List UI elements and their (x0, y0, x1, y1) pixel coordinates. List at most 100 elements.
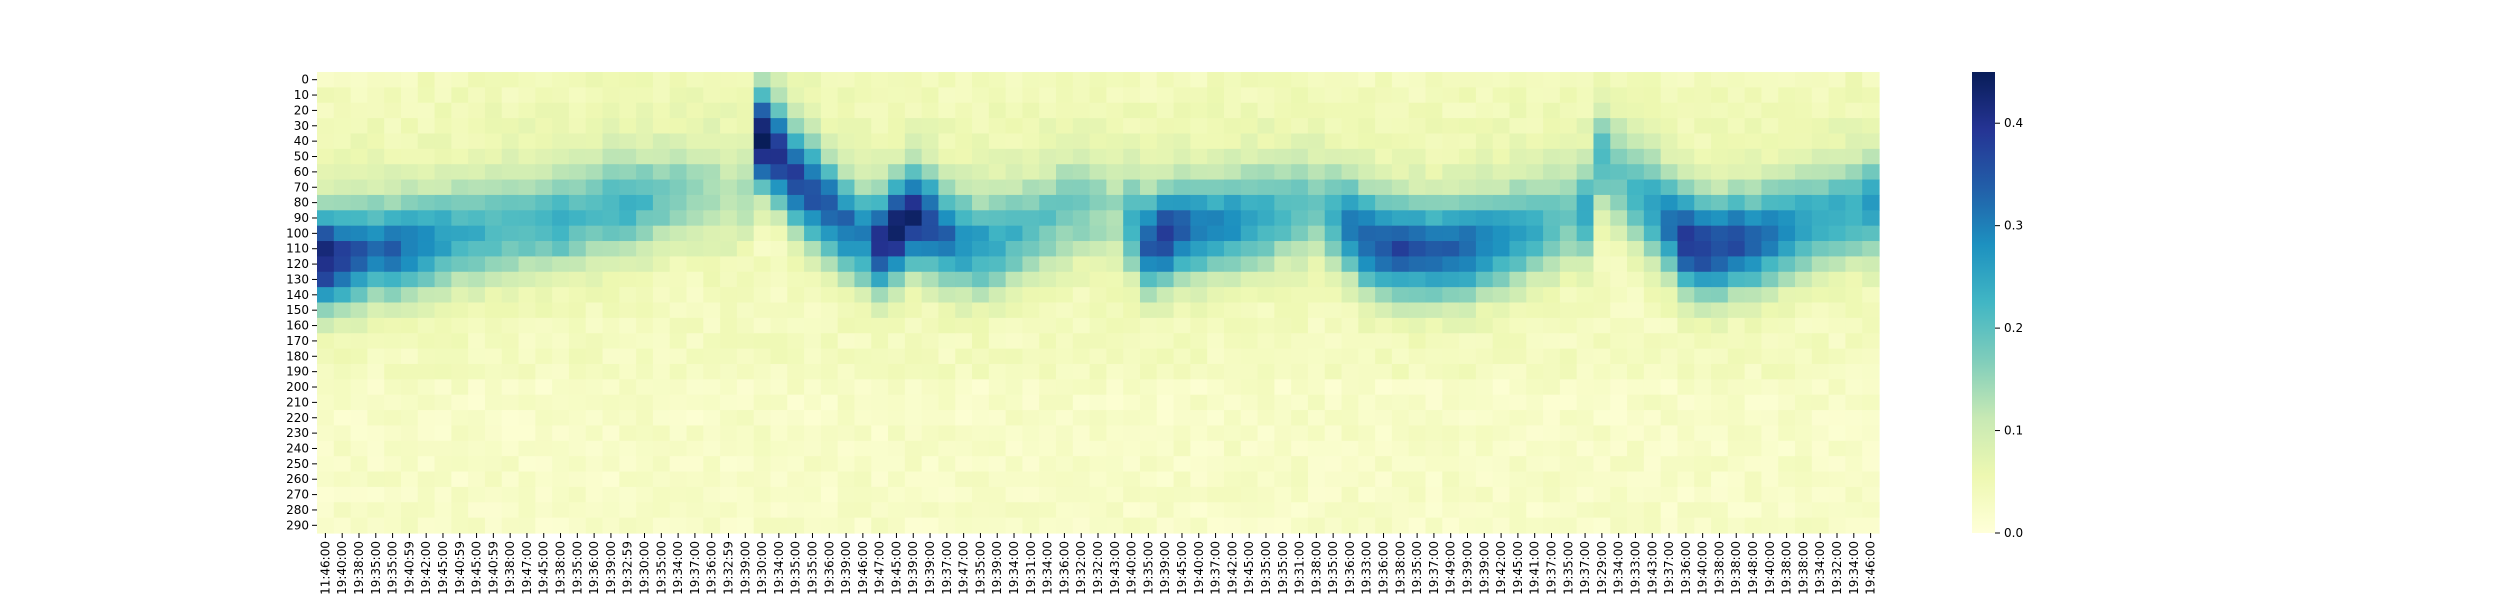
heatmap-cell (669, 517, 688, 534)
heatmap-cell (468, 394, 486, 411)
x-tick-label: 19:35:00 (1410, 541, 1424, 595)
heatmap-cell (535, 72, 553, 88)
heatmap-cell (1375, 363, 1393, 380)
heatmap-cell (1408, 456, 1427, 473)
heatmap-cell (1223, 225, 1242, 242)
heatmap-cell (1341, 241, 1359, 257)
heatmap-cell (669, 133, 688, 150)
heatmap-cell (1459, 363, 1477, 380)
heatmap-cell (888, 256, 906, 273)
heatmap-cell (1627, 72, 1645, 88)
heatmap-cell (350, 256, 368, 273)
heatmap-cell (686, 179, 704, 196)
heatmap-cell (1862, 241, 1880, 257)
heatmap-cell (972, 118, 990, 135)
heatmap-cell (1559, 102, 1578, 119)
x-tick-label: 19:47:00 (873, 541, 887, 595)
heatmap-cell (350, 87, 368, 104)
heatmap-cell (367, 210, 385, 227)
heatmap-cell (1391, 210, 1410, 227)
heatmap-cell (1207, 486, 1225, 503)
heatmap-cell (1123, 502, 1141, 519)
heatmap-cell (1727, 72, 1746, 88)
heatmap-cell (1509, 241, 1527, 257)
heatmap-cell (1072, 394, 1091, 411)
heatmap-cell (1257, 133, 1275, 150)
heatmap-cell (871, 456, 889, 473)
heatmap-cell (1274, 456, 1292, 473)
heatmap-cell (1559, 179, 1578, 196)
heatmap-cell (1627, 241, 1645, 257)
heatmap-cell (955, 271, 973, 288)
heatmap-cell (736, 148, 755, 165)
heatmap-cell (1711, 164, 1729, 181)
heatmap-cell (1828, 164, 1847, 181)
heatmap-cell (1022, 148, 1040, 165)
heatmap-cell (1274, 317, 1292, 334)
heatmap-cell (972, 486, 990, 503)
heatmap-cell (921, 179, 940, 196)
heatmap-cell (938, 256, 956, 273)
heatmap-cell (888, 486, 906, 503)
heatmap-cell (1677, 302, 1695, 319)
heatmap-cell (350, 502, 368, 519)
heatmap-cell (1811, 256, 1830, 273)
heatmap-cell (518, 241, 536, 257)
heatmap-cell (350, 102, 368, 119)
heatmap-cell (703, 486, 721, 503)
heatmap-cell (753, 271, 772, 288)
heatmap-cell (703, 118, 721, 135)
heatmap-cell (1559, 471, 1578, 488)
heatmap-cell (1845, 348, 1863, 365)
x-tick-label: 19:43:00 (1645, 541, 1659, 595)
heatmap-cell (501, 210, 520, 227)
heatmap-cell (1257, 410, 1275, 427)
heatmap-cell (1291, 379, 1309, 396)
heatmap-cell (1677, 72, 1695, 88)
x-tick-label: 19:39:00 (738, 541, 752, 595)
heatmap-cell (1039, 271, 1057, 288)
heatmap-cell (468, 486, 486, 503)
heatmap-cell (317, 517, 335, 534)
heatmap-cell (1559, 118, 1578, 135)
heatmap-cell (585, 517, 604, 534)
heatmap-cell (317, 225, 335, 242)
heatmap-cell (518, 333, 536, 350)
heatmap-cell (1173, 179, 1191, 196)
heatmap-cell (1677, 317, 1695, 334)
heatmap-cell (1324, 486, 1343, 503)
heatmap-cell (652, 118, 671, 135)
heatmap-cell (552, 379, 570, 396)
heatmap-cell (451, 440, 469, 457)
heatmap-cell (1576, 456, 1595, 473)
heatmap-cell (1089, 133, 1107, 150)
heatmap-cell (1845, 87, 1863, 104)
heatmap-cell (1123, 225, 1141, 242)
heatmap-cell (451, 379, 469, 396)
heatmap-cell (384, 317, 402, 334)
heatmap-cell (1307, 102, 1326, 119)
heatmap-cell (1106, 456, 1124, 473)
heatmap-cell (1408, 287, 1427, 304)
heatmap-cell (1627, 256, 1645, 273)
heatmap-cell (602, 302, 620, 319)
heatmap-cell (1056, 425, 1074, 442)
heatmap-cell (1677, 502, 1695, 519)
heatmap-cell (1307, 72, 1326, 88)
x-tick-label: 19:43:00 (1108, 541, 1122, 595)
heatmap-cell (1139, 133, 1158, 150)
heatmap-cell (1744, 148, 1763, 165)
heatmap-cell (602, 517, 620, 534)
heatmap-cell (1358, 241, 1376, 257)
heatmap-cell (955, 148, 973, 165)
heatmap-cell (1543, 194, 1561, 211)
heatmap-cell (1559, 425, 1578, 442)
heatmap-cell (468, 225, 486, 242)
heatmap-cell (1072, 87, 1091, 104)
heatmap-cell (1492, 164, 1511, 181)
heatmap-cell (350, 317, 368, 334)
heatmap-cell (1643, 72, 1662, 88)
heatmap-cell (417, 333, 436, 350)
heatmap-cell (552, 410, 570, 427)
heatmap-cell (1459, 425, 1477, 442)
